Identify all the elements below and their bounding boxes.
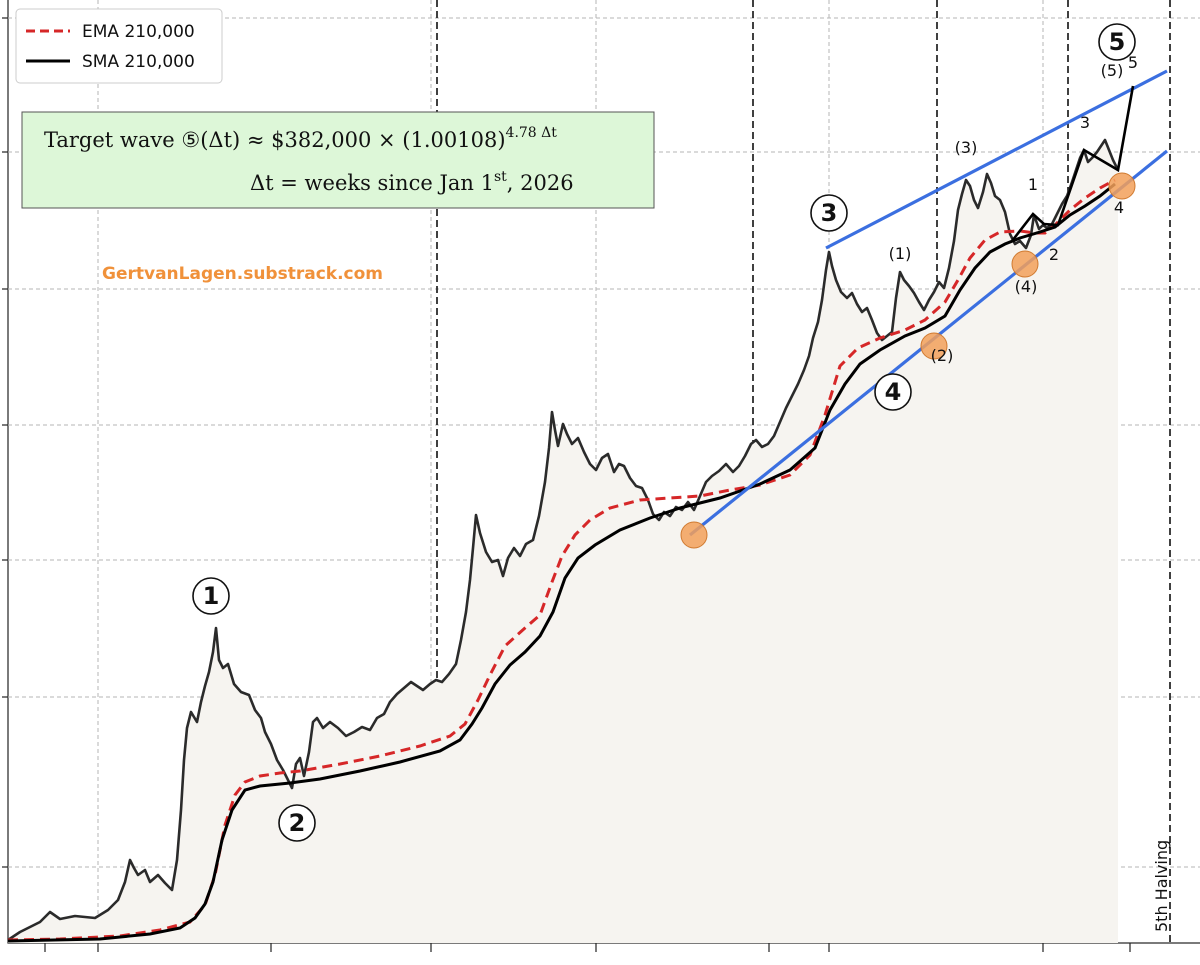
- legend-box: [15, 8, 223, 84]
- major-wave-circle-4: [874, 373, 912, 411]
- price-area: [8, 140, 1118, 943]
- touch-point-3: [1011, 250, 1039, 278]
- ema-line: [7, 178, 1116, 942]
- formula-box: Target wave ⑤(Δt) ≈ $382,000 × (1.00108)…: [21, 111, 655, 209]
- formula-dt-suffix: , 2026: [507, 171, 574, 195]
- minor-wave-label-5: 1: [1028, 175, 1038, 194]
- formula-dt-prefix: Δt = weeks since Jan 1: [250, 171, 494, 195]
- minor-wave-label-10: 5: [1128, 53, 1138, 72]
- formula-prefix: Target wave: [44, 128, 181, 152]
- minor-wave-label-8: 4: [1114, 198, 1124, 217]
- legend: EMA 210,000 SMA 210,000: [15, 8, 223, 84]
- minor-wave-label-2: (2): [931, 346, 954, 365]
- touch-point-2: [920, 332, 948, 360]
- formula-main: (Δt) ≈ $382,000 × (1.00108): [200, 128, 505, 152]
- formula-dt-sup: st: [494, 169, 507, 185]
- formula-exponent: 4.78 Δt: [506, 125, 558, 141]
- minor-wave-label-4: (4): [1015, 277, 1038, 296]
- formula-background: [21, 111, 655, 209]
- minor-wave-label-9: (5): [1101, 61, 1124, 80]
- formula-line-2: Δt = weeks since Jan 1st, 2026: [250, 169, 574, 195]
- major-wave-circle-2: [278, 804, 316, 842]
- formula-line-1: Target wave ⑤(Δt) ≈ $382,000 × (1.00108)…: [44, 125, 557, 152]
- touch-point-1: [680, 521, 708, 549]
- formula-wave-symbol: ⑤: [181, 128, 200, 152]
- major-wave-label-4: 4: [885, 378, 902, 406]
- watermark: GertvanLagen.substrack.com: [102, 264, 383, 284]
- major-wave-label-3: 3: [821, 199, 838, 227]
- major-wave-label-5: 5: [1109, 28, 1126, 56]
- touch-point-4: [1108, 172, 1136, 200]
- channel-line-1: [825, 69, 1168, 250]
- major-wave-circle-5: [1098, 23, 1136, 61]
- major-wave-label-2: 2: [289, 809, 306, 837]
- price-line: [7, 138, 1120, 942]
- major-wave-label-1: 1: [203, 582, 220, 610]
- major-wave-circle-3: [810, 194, 848, 232]
- halving-label-5: 5th Halving: [1152, 840, 1171, 932]
- minor-wave-label-7: 3: [1080, 113, 1090, 132]
- legend-label-sma: SMA 210,000: [82, 52, 195, 72]
- wave-lines: [1010, 85, 1135, 242]
- minor-wave-label-6: 2: [1049, 245, 1059, 264]
- series: [7, 138, 1120, 943]
- sma-line: [7, 182, 1116, 943]
- touch-points: [680, 172, 1136, 549]
- major-wave-circle-1: [192, 577, 230, 615]
- minor-wave-label-1: (1): [889, 244, 912, 263]
- minor-wave-label-3: (3): [955, 138, 978, 157]
- wave-line-1: [1010, 85, 1135, 242]
- legend-label-ema: EMA 210,000: [82, 22, 195, 42]
